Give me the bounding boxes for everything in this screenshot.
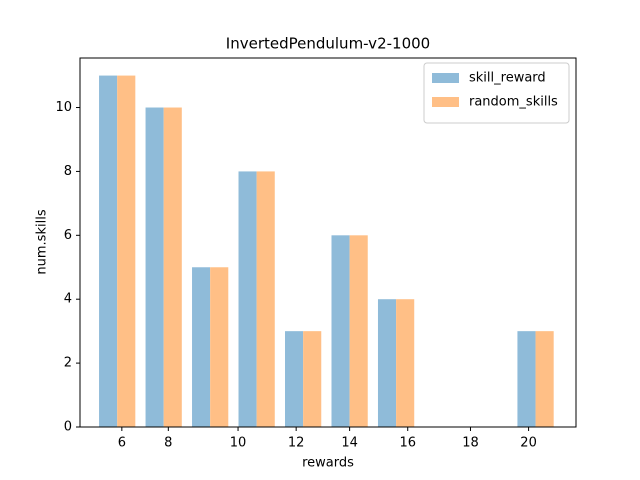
bar	[256, 171, 275, 427]
bar	[349, 235, 368, 427]
x-tick-label: 6	[118, 436, 126, 451]
bar	[377, 299, 397, 427]
plot-frame	[79, 57, 577, 428]
chart-title: InvertedPendulum-v2-1000	[226, 35, 430, 53]
bar	[145, 107, 164, 428]
bar	[99, 75, 118, 428]
legend-swatch	[432, 73, 459, 83]
bar	[210, 267, 229, 427]
bar	[117, 75, 136, 428]
legend-box	[423, 62, 570, 124]
legend-swatch	[432, 97, 459, 107]
bar	[238, 171, 257, 427]
legend-label: random_skills	[469, 95, 558, 110]
bar	[517, 331, 536, 427]
x-tick-label: 14	[341, 436, 358, 451]
x-tick-label: 12	[288, 436, 305, 451]
bar	[192, 267, 211, 427]
y-tick-label: 6	[64, 228, 72, 243]
x-tick-label: 16	[399, 436, 416, 451]
y-axis-label: num.skills	[35, 209, 50, 274]
x-tick-label: 18	[462, 436, 479, 451]
bar	[303, 331, 322, 427]
x-tick-label: 20	[520, 436, 537, 451]
bar	[331, 235, 350, 427]
bar	[396, 299, 415, 427]
legend-label: skill_reward	[469, 71, 546, 86]
x-tick-label: 10	[230, 436, 247, 451]
x-axis-label: rewards	[302, 456, 354, 471]
y-tick-label: 8	[64, 164, 72, 179]
y-tick-label: 2	[64, 356, 72, 371]
x-tick-label: 8	[164, 436, 172, 451]
y-tick-label: 10	[55, 100, 72, 115]
bar	[535, 331, 554, 427]
y-tick-label: 4	[64, 292, 72, 307]
bar	[285, 331, 304, 427]
bar	[163, 107, 182, 428]
y-tick-label: 0	[64, 420, 72, 435]
